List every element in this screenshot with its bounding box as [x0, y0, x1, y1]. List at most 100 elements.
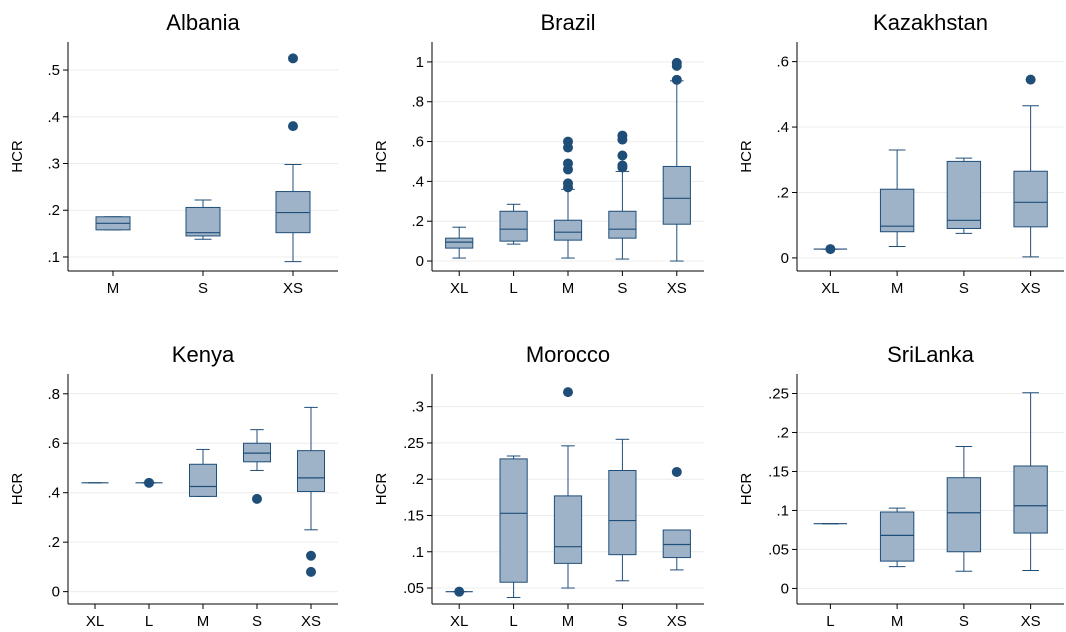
box-iqr: [608, 469, 637, 556]
box-iqr: [662, 165, 691, 225]
y-axis-label: HCR: [9, 473, 26, 506]
box-XS: [1013, 74, 1048, 258]
outlier-point: [671, 466, 682, 477]
outlier-point: [671, 74, 682, 85]
x-tick-label: XL: [450, 280, 468, 297]
box-iqr: [445, 237, 474, 249]
box-S: [946, 157, 982, 234]
y-tick-label: 0: [416, 253, 424, 270]
y-tick-label: 0: [52, 584, 60, 601]
y-tick-label: .4: [47, 485, 60, 502]
y-tick-label: .2: [47, 202, 60, 219]
box-XS: [297, 406, 325, 577]
y-tick-label: .2: [776, 184, 789, 201]
y-tick-label: .1: [47, 249, 60, 266]
y-axis-label: HCR: [373, 140, 390, 173]
box-M: [553, 387, 583, 589]
y-tick-label: .4: [47, 109, 60, 126]
box-iqr: [553, 219, 583, 241]
box-iqr: [553, 495, 583, 564]
box-S: [608, 130, 637, 260]
y-axis-label: HCR: [373, 473, 390, 506]
box-M: [553, 136, 583, 259]
box-L: [499, 455, 528, 598]
box-iqr: [946, 477, 982, 553]
x-tick-label: XL: [450, 613, 468, 630]
panel-1: Brazil 0 .2 .4 .6 .8 1 HCR XL L M S XS: [373, 10, 704, 297]
box-iqr: [1013, 170, 1048, 228]
outlier-point: [288, 53, 298, 64]
x-tick-label: M: [197, 613, 210, 630]
y-tick-label: .15: [768, 463, 789, 480]
box-M: [879, 507, 915, 568]
x-tick-label: XS: [667, 280, 687, 297]
y-tick-label: .2: [411, 471, 424, 488]
x-tick-label: S: [198, 280, 208, 297]
y-tick-label: .3: [411, 399, 424, 416]
box-S: [185, 199, 221, 240]
outlier-point: [306, 550, 316, 561]
box-iqr: [946, 160, 982, 229]
box-XS: [662, 57, 691, 262]
x-tick-label: XL: [821, 280, 839, 297]
box-iqr: [243, 442, 271, 463]
y-tick-label: .1: [776, 502, 789, 519]
x-tick-label: M: [562, 280, 575, 297]
box-iqr: [879, 511, 915, 562]
panel-3: Kenya 0 .2 .4 .6 .8 HCR XL L M S XS: [9, 342, 338, 630]
box-iqr: [1013, 465, 1048, 534]
box-S: [946, 446, 982, 572]
y-axis-label: HCR: [738, 140, 755, 173]
y-tick-label: 1: [416, 54, 424, 71]
panel-title: Kenya: [172, 342, 235, 367]
box-XS: [275, 53, 311, 263]
outlier-point: [288, 121, 298, 132]
box-iqr: [185, 206, 221, 237]
box-XS: [1013, 392, 1048, 571]
box-iqr: [879, 188, 915, 233]
box-M: [879, 149, 915, 247]
box-iqr: [499, 458, 528, 583]
y-tick-label: .25: [768, 385, 789, 402]
x-tick-label: L: [826, 613, 834, 630]
box-XL: [813, 244, 848, 255]
box-S: [608, 438, 637, 582]
x-tick-label: M: [107, 280, 120, 297]
outlier-point: [454, 586, 465, 597]
x-tick-label: L: [145, 613, 153, 630]
y-tick-label: .2: [411, 213, 424, 230]
outlier-point: [825, 244, 836, 255]
y-tick-label: .6: [776, 54, 789, 71]
x-tick-label: M: [891, 280, 904, 297]
box-iqr: [608, 210, 637, 239]
outlier-point: [563, 136, 573, 147]
box-iqr: [297, 450, 325, 492]
x-tick-label: L: [509, 613, 517, 630]
y-tick-label: .1: [411, 544, 424, 561]
panel-title: Morocco: [526, 342, 610, 367]
x-tick-label: XS: [1021, 280, 1041, 297]
y-tick-label: .25: [403, 435, 424, 452]
outlier-point: [144, 477, 154, 488]
y-tick-label: .6: [47, 435, 60, 452]
y-axis-label: HCR: [738, 473, 755, 506]
box-iqr: [189, 463, 217, 497]
outlier-point: [563, 178, 573, 189]
y-tick-label: .4: [411, 173, 424, 190]
panel-title: Kazakhstan: [873, 10, 988, 35]
panel-title: SriLanka: [887, 342, 975, 367]
outlier-point: [671, 57, 682, 68]
y-tick-label: .15: [403, 507, 424, 524]
box-M: [95, 216, 131, 231]
box-iqr: [662, 529, 691, 559]
y-tick-label: .6: [411, 134, 424, 151]
outlier-point: [617, 130, 628, 141]
y-tick-label: .8: [47, 386, 60, 403]
outlier-point: [563, 387, 573, 398]
panel-title: Albania: [166, 10, 240, 35]
x-tick-label: M: [562, 613, 575, 630]
panel-title: Brazil: [540, 10, 595, 35]
y-axis-label: HCR: [9, 140, 26, 173]
panel-0: Albania .1 .2 .3 .4 .5 HCR M S XS: [9, 10, 338, 297]
